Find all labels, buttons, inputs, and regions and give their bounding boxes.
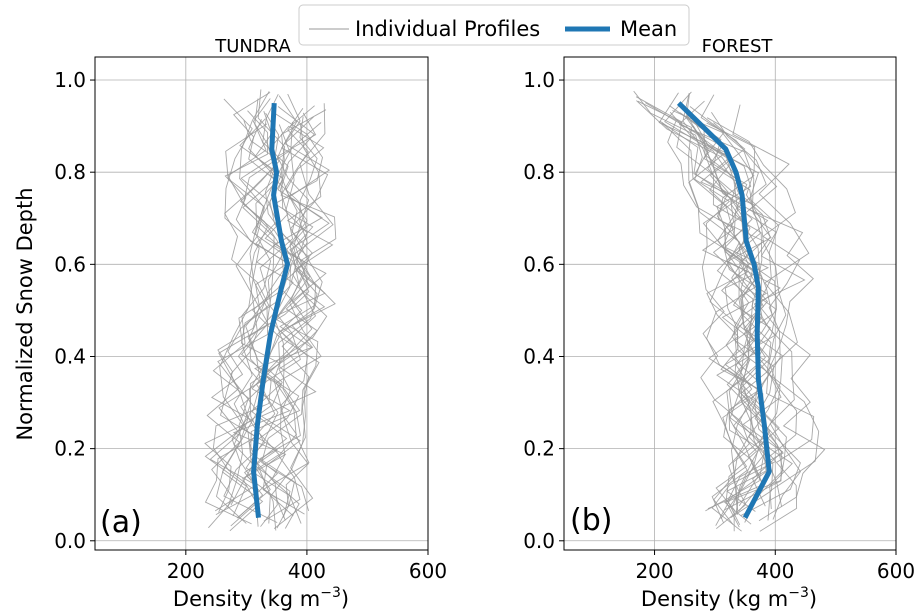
tundra-y-tick-label: 0.0 [54, 529, 86, 553]
tundra-y-tick-label: 1.0 [54, 68, 86, 92]
tundra-individual-profiles [204, 89, 337, 532]
forest-plot-frame [563, 56, 897, 551]
legend-individual-profiles-label: Individual Profiles [355, 17, 540, 41]
tundra-y-tick-label: 0.8 [54, 160, 86, 184]
forest-x-tick-label: 200 [635, 559, 673, 583]
tundra-profile-line [237, 111, 310, 518]
forest-profile-line [672, 110, 787, 525]
tundra-profile-line [273, 103, 334, 529]
tundra-panel: 200 400 600 0.0 0.2 0.4 0.6 0.8 1.0 TUNDRA (a) D… [54, 36, 447, 611]
forest-profile-line [637, 100, 762, 524]
tundra-x-tick-label: 200 [167, 559, 205, 583]
legend-frame [298, 4, 690, 46]
tundra-y-tick-label: 0.2 [54, 437, 86, 461]
tundra-x-axis-label: Density (kg m−3) [173, 585, 349, 611]
forest-y-tick-label: 0.6 [523, 252, 555, 276]
forest-profile-line [679, 123, 784, 507]
tundra-profile-line [263, 108, 337, 522]
tundra-profile-line [208, 91, 270, 529]
forest-y-tick-label: 0.2 [523, 437, 555, 461]
forest-y-tick-label: 0.0 [523, 529, 555, 553]
forest-y-tick-label: 1.0 [523, 68, 555, 92]
forest-profile-line [689, 106, 784, 523]
tundra-profile-line [230, 112, 292, 527]
forest-gridlines [564, 57, 897, 550]
forest-individual-profiles [633, 90, 826, 532]
forest-mean-line [676, 101, 772, 519]
tundra-x-tick-label: 400 [288, 559, 326, 583]
forest-panel: 200 400 600 0.0 0.2 0.4 0.6 0.8 1.0 FOREST (b) D… [523, 36, 915, 611]
tundra-panel-label: (a) [100, 505, 142, 540]
forest-y-tick-label: 0.8 [523, 160, 555, 184]
tundra-profile-line [273, 105, 328, 506]
forest-profile-line [658, 92, 766, 512]
forest-ticks: 200 400 600 0.0 0.2 0.4 0.6 0.8 1.0 [523, 68, 915, 583]
forest-panel-label: (b) [570, 503, 612, 538]
forest-y-tick-label: 0.4 [523, 344, 555, 368]
forest-profile-line [700, 94, 815, 532]
forest-profile-line [693, 119, 801, 517]
y-axis-label: Normalized Snow Depth [13, 187, 37, 440]
tundra-mean-line [251, 102, 290, 518]
tundra-title: TUNDRA [214, 36, 291, 57]
forest-x-tick-label: 600 [877, 559, 915, 583]
forest-profile-line [633, 90, 750, 510]
tundra-profile-line [212, 123, 272, 508]
tundra-profile-line [240, 93, 307, 527]
tundra-x-tick-label: 600 [409, 559, 447, 583]
tundra-y-tick-label: 0.6 [54, 252, 86, 276]
tundra-profile-line [223, 124, 293, 524]
forest-profile-line [664, 91, 771, 507]
forest-profile-line [669, 111, 777, 532]
forest-x-axis-label: Density (kg m−3) [641, 585, 817, 611]
forest-profile-line [732, 104, 820, 521]
legend: Individual Profiles Mean [298, 4, 690, 46]
forest-profile-line [636, 100, 771, 526]
legend-mean-label: Mean [620, 17, 677, 41]
tundra-mean-series [251, 102, 290, 518]
forest-x-tick-label: 400 [756, 559, 794, 583]
tundra-plot-frame [94, 56, 429, 551]
tundra-y-tick-label: 0.4 [54, 344, 86, 368]
forest-mean-series [676, 101, 772, 519]
forest-profile-line [685, 93, 784, 526]
tundra-profile-line [260, 122, 322, 515]
tundra-profile-line [250, 116, 318, 516]
forest-title: FOREST [702, 36, 774, 57]
tundra-profile-line [262, 116, 331, 517]
tundra-ticks: 200 400 600 0.0 0.2 0.4 0.6 0.8 1.0 [54, 68, 447, 583]
